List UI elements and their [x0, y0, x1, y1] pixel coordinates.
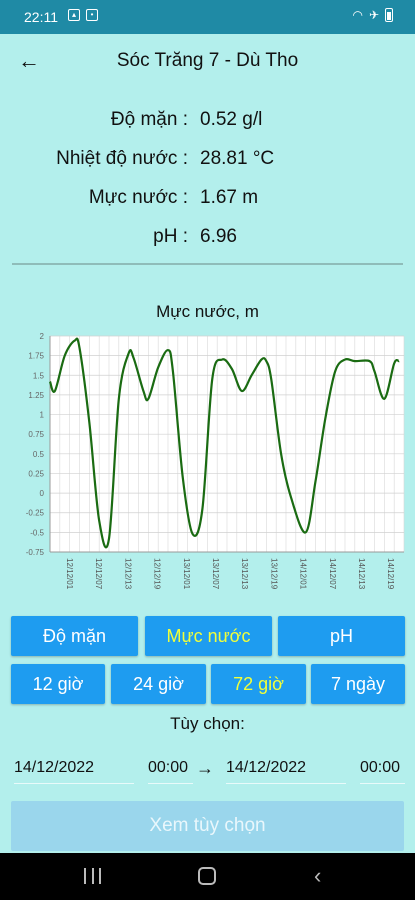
tab-water-level[interactable]: Mực nước — [145, 616, 272, 656]
reading-value: 6.96 — [200, 225, 237, 247]
x-tick-label: 12/12/19 — [153, 558, 162, 590]
to-time-field[interactable]: 00:00 — [360, 752, 405, 784]
status-time: 22:11 — [24, 9, 58, 25]
reading-label: Độ mặn : — [110, 108, 188, 130]
x-tick-label: 12/12/01 — [65, 558, 74, 590]
status-bar: 22:11 ▴ • ◠ ✈ — [0, 0, 415, 34]
battery-icon — [385, 8, 393, 22]
y-tick-label: 1.5 — [33, 371, 45, 380]
home-icon[interactable] — [198, 867, 216, 885]
image-icon: ▴ — [68, 9, 80, 21]
y-tick-label: 0.75 — [28, 430, 44, 439]
system-nav-bar: ‹ — [0, 853, 415, 900]
readings-panel: Độ mặn : 0.52 g/l Nhiệt độ nước : 28.81 … — [0, 100, 415, 256]
range-24h-button[interactable]: 24 giờ — [111, 664, 206, 704]
arrow-right-icon: → — [196, 758, 214, 778]
x-tick-label: 12/12/13 — [123, 558, 132, 590]
divider — [12, 263, 403, 265]
reading-water-level: Mực nước : 1.67 m — [0, 178, 415, 217]
back-icon[interactable]: ‹ — [314, 863, 322, 888]
y-tick-label: 0.25 — [28, 469, 44, 478]
reading-value: 28.81 °C — [200, 147, 275, 169]
x-tick-label: 14/12/01 — [299, 558, 308, 590]
water-level-chart: 2 1.75 1.5 1.25 1 0.75 0.5 0.25 0 -0.25 -0.5 -0.75 1… — [26, 332, 405, 590]
reading-value: 1.67 m — [200, 186, 259, 208]
system-icons: ◠ ✈ — [352, 8, 393, 22]
x-tick-label: 14/12/13 — [357, 558, 366, 590]
reading-ph: pH : 6.96 — [0, 217, 415, 256]
range-7d-button[interactable]: 7 ngày — [311, 664, 405, 704]
y-tick-label: -0.75 — [26, 548, 45, 557]
reading-salinity: Độ mặn : 0.52 g/l — [0, 100, 415, 139]
reading-water-temperature: Nhiệt độ nước : 28.81 °C — [0, 139, 415, 178]
chart-title: Mực nước, m — [156, 302, 259, 321]
x-tick-label: 13/12/13 — [240, 558, 249, 590]
x-tick-label: 14/12/07 — [328, 558, 337, 590]
y-tick-label: 0.5 — [33, 450, 45, 459]
x-tick-label: 14/12/19 — [386, 558, 395, 590]
page-title: Sóc Trăng 7 - Dù Tho — [116, 50, 299, 71]
reading-label: Nhiệt độ nước : — [56, 147, 188, 169]
tab-salinity[interactable]: Độ mặn — [11, 616, 138, 656]
notification-icons: ▴ • — [68, 9, 98, 21]
recents-icon[interactable] — [84, 868, 101, 884]
from-date-field[interactable]: 14/12/2022 — [14, 752, 134, 784]
custom-range-label: Tùy chọn: — [170, 714, 245, 733]
y-tick-label: 2 — [40, 332, 45, 341]
reading-value: 0.52 g/l — [200, 108, 263, 130]
view-custom-button[interactable]: Xem tùy chọn — [11, 801, 404, 851]
tab-ph[interactable]: pH — [278, 616, 405, 656]
reading-label: pH : — [153, 225, 188, 247]
x-tick-label: 12/12/07 — [94, 558, 103, 590]
x-tick-label: 13/12/01 — [182, 558, 191, 590]
x-tick-label: 13/12/07 — [211, 558, 220, 590]
x-tick-label: 13/12/19 — [269, 558, 278, 590]
back-arrow-icon[interactable]: ← — [18, 48, 40, 73]
airplane-icon: ✈ — [368, 8, 379, 22]
from-time-field[interactable]: 00:00 — [148, 752, 193, 784]
y-tick-label: 1 — [40, 411, 45, 420]
range-72h-button[interactable]: 72 giờ — [211, 664, 306, 704]
reading-label: Mực nước : — [88, 186, 188, 208]
wifi-icon: ◠ — [352, 8, 363, 22]
app-header: ← Sóc Trăng 7 - Dù Tho — [0, 34, 415, 88]
y-tick-label: -0.5 — [30, 528, 44, 537]
range-12h-button[interactable]: 12 giờ — [11, 664, 105, 704]
water-level-series-line — [48, 337, 400, 549]
y-tick-label: 1.75 — [28, 352, 44, 361]
to-date-field[interactable]: 14/12/2022 — [226, 752, 346, 784]
app-notification-icon: • — [86, 9, 98, 21]
y-tick-label: 1.25 — [28, 391, 44, 400]
y-tick-label: 0 — [40, 489, 45, 498]
y-tick-label: -0.25 — [26, 509, 45, 518]
